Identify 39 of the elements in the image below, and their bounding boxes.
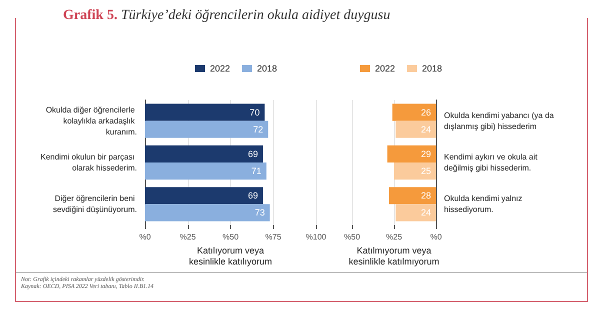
data-label: 72	[253, 124, 264, 134]
x-tick-label: %25	[180, 232, 196, 242]
data-label: 70	[250, 107, 260, 118]
y-tick-label: Diğer öğrencilerin beni sevdiğini düşünüyorum.	[52, 194, 137, 214]
x-tick-label: %0	[139, 232, 152, 242]
data-label: 69	[248, 148, 258, 159]
data-label: 73	[254, 208, 265, 218]
y-tick-label: Kendimi aykırı ve okula ait değilmiş gibi hissederim.	[444, 152, 540, 172]
legend-label: 2022	[210, 64, 230, 74]
x-tick-label: %75	[265, 232, 282, 242]
x-tick-label: %0	[430, 232, 442, 242]
bar	[392, 104, 436, 121]
data-label: 24	[420, 124, 431, 134]
bar	[396, 204, 436, 222]
data-label: 28	[420, 190, 431, 201]
data-label: 25	[420, 166, 431, 176]
x-axis-title: Katılmıyorum veya kesinlikle katılmıyorum	[348, 246, 440, 266]
legend-label: 2018	[422, 64, 442, 74]
bar	[396, 120, 436, 138]
y-tick-label: Kendimi okulun bir parçası olarak hissederim.	[40, 152, 137, 172]
x-tick-label: %100	[306, 232, 327, 242]
y-tick-label: Okulda kendimi yalnız hissediyorum.	[444, 194, 524, 214]
x-tick-label: %25	[386, 232, 403, 242]
chart-title: Grafik 5. Türkiye’deki öğrencilerin okula aidiyet duygusu	[55, 8, 398, 24]
data-label: 71	[251, 166, 262, 176]
legend-label: 2022	[375, 64, 396, 74]
x-axis-title: Katılıyorum veya kesinlikle katılıyorum	[188, 246, 272, 266]
y-tick-label: Okulda diğer öğrencilerle kolaylıkla arkadaşlık kuranım.	[46, 105, 137, 136]
bar	[394, 162, 436, 180]
bar	[387, 145, 436, 162]
y-tick-label: Okulda kendimi yabancı (ya da dışlanmış gibi) hissederim	[444, 110, 556, 131]
x-tick-label: %50	[222, 232, 240, 242]
data-label: 24	[420, 208, 431, 218]
bar	[388, 187, 436, 204]
legend-label: 2018	[257, 64, 278, 74]
data-label: 29	[420, 148, 431, 159]
x-tick-label: %50	[344, 232, 361, 242]
data-label: 69	[248, 190, 258, 201]
data-label: 26	[420, 107, 431, 118]
